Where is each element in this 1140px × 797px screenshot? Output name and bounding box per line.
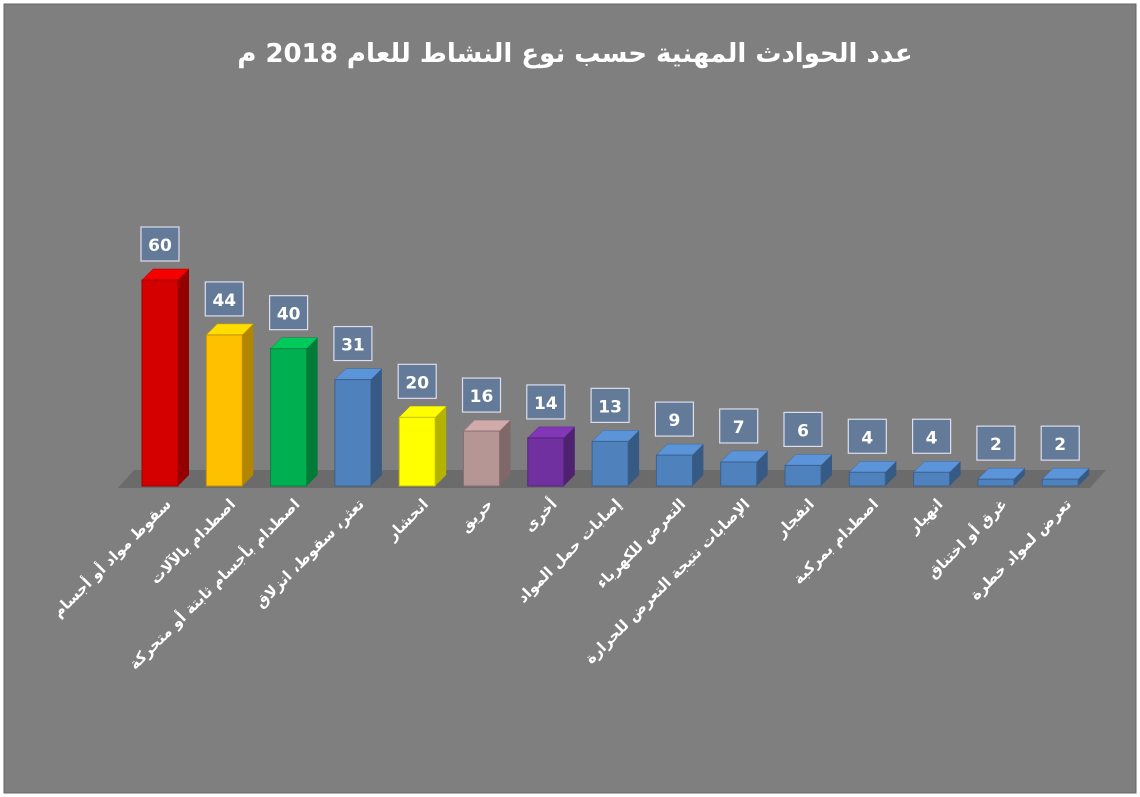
bar — [720, 461, 758, 487]
bar — [784, 464, 822, 487]
bar-group — [398, 406, 447, 487]
bar — [848, 471, 886, 487]
bar-side — [178, 269, 189, 486]
value-label-box — [1040, 425, 1080, 461]
value-label: 4 — [926, 428, 938, 448]
bar-side — [628, 430, 640, 486]
value-label: 40 — [277, 305, 301, 325]
value-label: 44 — [212, 291, 236, 311]
bar-side — [949, 461, 961, 486]
bar-group — [912, 461, 962, 487]
value-label-box — [654, 401, 695, 437]
bar-side — [563, 426, 575, 486]
bar — [270, 348, 308, 487]
bar-side — [435, 406, 447, 486]
bar — [463, 430, 500, 487]
bar-side — [1078, 468, 1090, 486]
bar-side — [885, 461, 897, 486]
bar — [398, 416, 436, 487]
value-label-box — [204, 281, 244, 317]
value-label: 2 — [1054, 435, 1066, 455]
value-label-box — [911, 418, 952, 454]
bar-side — [692, 444, 704, 486]
value-label-box — [783, 411, 823, 447]
chart-title: عدد الحوادث المهنية حسب نوع النشاط للعام… — [237, 39, 912, 69]
bar-group — [462, 419, 512, 487]
bar-group — [591, 430, 640, 487]
bar-side — [821, 454, 832, 486]
bar-group — [205, 323, 254, 487]
bar — [205, 334, 243, 487]
bar-side — [242, 323, 254, 486]
bar-side — [756, 450, 768, 486]
bar — [977, 478, 1015, 487]
bar — [1041, 478, 1079, 487]
bar — [141, 279, 179, 487]
value-label: 20 — [405, 373, 429, 393]
value-label: 16 — [470, 387, 494, 407]
bar-side — [499, 420, 511, 486]
bar-group — [784, 454, 833, 487]
value-label-box — [333, 325, 373, 362]
value-label: 60 — [148, 236, 172, 256]
value-label-box — [590, 387, 630, 423]
value-label-box — [397, 363, 437, 399]
value-label: 9 — [668, 411, 680, 431]
bar — [591, 440, 629, 487]
value-label-box — [526, 384, 566, 420]
bar-side — [1013, 468, 1025, 486]
value-label: 4 — [861, 428, 873, 448]
bar — [334, 379, 372, 487]
bar-group — [720, 450, 769, 487]
bar — [655, 454, 693, 487]
value-label-box — [140, 226, 180, 262]
bar-group — [527, 426, 576, 487]
bar-group — [334, 368, 383, 487]
value-label-box — [719, 408, 759, 444]
bar-group — [977, 467, 1026, 487]
value-label-box — [461, 377, 502, 413]
bar-group — [1041, 467, 1090, 487]
bar — [527, 437, 565, 487]
value-label: 14 — [534, 394, 558, 414]
background — [3, 3, 1137, 794]
bar-group — [269, 337, 319, 487]
value-label-box — [847, 418, 887, 454]
value-label-box — [269, 295, 309, 331]
bar-group — [655, 443, 705, 487]
value-label: 7 — [733, 418, 745, 438]
bar-side — [370, 368, 382, 486]
value-label: 2 — [990, 435, 1002, 455]
value-label: 13 — [598, 397, 622, 417]
value-label: 31 — [341, 336, 365, 356]
bar-side — [306, 337, 318, 486]
value-label: 6 — [797, 421, 809, 441]
value-label-box — [976, 425, 1016, 461]
bar-group — [848, 461, 897, 487]
bar — [913, 471, 951, 487]
bar-group — [141, 268, 190, 487]
